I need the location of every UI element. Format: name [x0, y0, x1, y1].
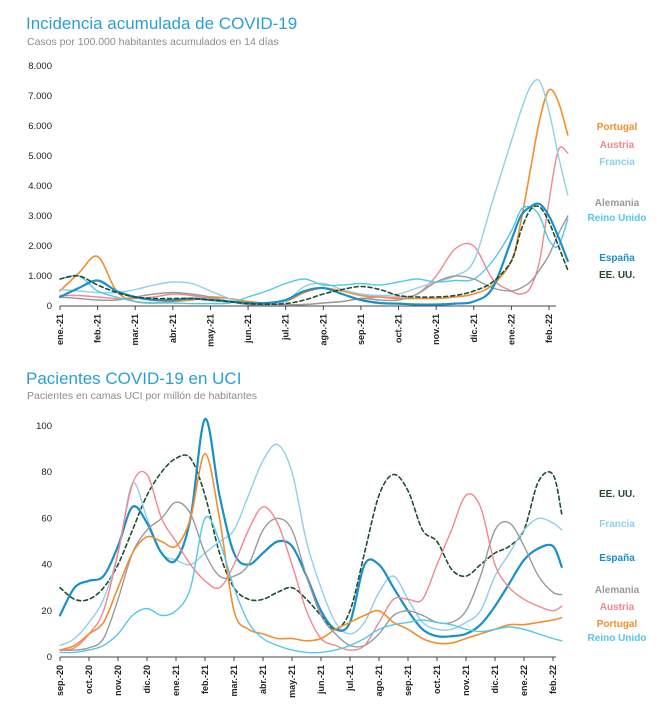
- chart1-ytick-label: 8.000: [28, 61, 52, 72]
- chart2-subtitle: Pacientes en camas UCI por millón de hab…: [27, 390, 257, 402]
- chart2-ytick-label: 100: [36, 421, 52, 432]
- chart2-series-reino-unido: [59, 516, 563, 654]
- chart1-subtitle: Casos por 100.000 habitantes acumulados …: [27, 36, 279, 48]
- chart2-label-espana: España: [599, 553, 635, 564]
- chart1-xtick-label: may.-21: [205, 314, 215, 347]
- chart1-label-alemania: Alemania: [595, 198, 640, 209]
- chart1-ytick-label: 7.000: [28, 91, 52, 102]
- chart1-xtick-label: feb.-21: [93, 314, 103, 343]
- chart2-series-alemania: [59, 501, 563, 651]
- chart1-xtick-label: jun.-21: [243, 314, 253, 344]
- chart2-xtick-label: oct.-21: [432, 665, 442, 694]
- chart2-ytick-label: 80: [41, 467, 52, 478]
- chart1-ytick-label: 3.000: [28, 211, 52, 222]
- chart2-label-portugal: Portugal: [597, 619, 638, 630]
- chart1-label-austria: Austria: [600, 140, 635, 151]
- chart2-title: Pacientes COVID-19 en UCI: [26, 369, 242, 388]
- chart2-series-ee-uu: [59, 454, 563, 631]
- chart1-xtick-label: nov.-21: [431, 314, 441, 345]
- chart1-xtick-label: jul.-21: [281, 314, 291, 341]
- chart1-xtick-label: dic.-21: [469, 314, 479, 343]
- chart2-xtick-label: may.-21: [287, 665, 297, 698]
- chart1-ytick-label: 2.000: [28, 241, 52, 252]
- chart1-ytick-label: 5.000: [28, 151, 52, 162]
- chart2-series-austria: [59, 470, 563, 651]
- chart1-series-francia: [59, 78, 569, 305]
- chart1-label-portugal: Portugal: [597, 122, 638, 133]
- chart2-ytick-label: 60: [41, 513, 52, 524]
- chart2-xtick-label: feb.-21: [200, 665, 210, 694]
- chart1-series-portugal: [59, 88, 569, 304]
- chart2-xtick-label: ene.-22: [519, 665, 529, 696]
- chart1-ytick-label: 1.000: [28, 271, 52, 282]
- chart2-xtick-label: nov.-20: [113, 665, 123, 696]
- chart1-xtick-label: abr.-21: [168, 314, 178, 343]
- chart1-label-espana: España: [599, 253, 635, 264]
- chart2-label-ee-uu: EE. UU.: [599, 489, 635, 500]
- chart1-xtick-label: feb.-22: [544, 314, 554, 343]
- chart2-series-francia: [59, 443, 563, 647]
- chart1-xtick-label: ene.-21: [55, 314, 65, 345]
- chart1-xtick-label: ene.-22: [506, 314, 516, 345]
- chart2-xtick-label: dic.-21: [490, 665, 500, 694]
- chart1-ytick-label: 4.000: [28, 181, 52, 192]
- chart1-ytick-label: 0: [47, 301, 52, 312]
- chart2-xtick-label: jun.-21: [316, 665, 326, 695]
- chart2-xtick-label: oct.-20: [84, 665, 94, 694]
- chart2-xtick-label: sep.-21: [403, 665, 413, 696]
- chart2-label-alemania: Alemania: [595, 585, 640, 596]
- chart2-xtick-label: sep.-20: [55, 665, 65, 696]
- chart1-series-reino-unido: [59, 205, 569, 305]
- chart1-series-ee-uu: [59, 205, 569, 306]
- chart2-xtick-label: abr.-21: [258, 665, 268, 694]
- chart1-label-francia: Francia: [599, 157, 635, 168]
- chart1-label-ee-uu: EE. UU.: [599, 270, 635, 281]
- chart1-xtick-label: mar.-21: [130, 314, 140, 346]
- chart1-series-alemania: [59, 215, 569, 306]
- chart2-xtick-label: mar.-21: [229, 665, 239, 697]
- chart2-xtick-label: ene.-21: [171, 665, 181, 696]
- chart1-series-espana: [58, 202, 569, 306]
- chart1-xtick-label: ago.-21: [318, 314, 328, 346]
- chart1-xtick-label: sep.-21: [356, 314, 366, 345]
- chart2-label-reino-unido: Reino Unido: [588, 633, 647, 644]
- chart2-xtick-label: nov.-21: [461, 665, 471, 696]
- chart2-label-austria: Austria: [600, 602, 635, 613]
- chart2-ytick-label: 0: [47, 652, 52, 663]
- chart1-ytick-label: 6.000: [28, 121, 52, 132]
- chart2-ytick-label: 20: [41, 606, 52, 617]
- chart1-label-reino-unido: Reino Unido: [588, 213, 647, 224]
- chart2-xtick-label: dic.-20: [142, 665, 152, 694]
- chart2-xtick-label: ago.-21: [374, 665, 384, 697]
- chart2-ytick-label: 40: [41, 560, 52, 571]
- chart2-label-francia: Francia: [599, 519, 635, 530]
- chart1-title: Incidencia acumulada de COVID-19: [26, 14, 298, 33]
- chart2-xtick-label: feb.-22: [548, 665, 558, 694]
- chart1-xtick-label: oct.-21: [394, 314, 404, 343]
- chart2-series-portugal: [59, 452, 563, 651]
- chart2-xtick-label: jul.-21: [345, 665, 355, 692]
